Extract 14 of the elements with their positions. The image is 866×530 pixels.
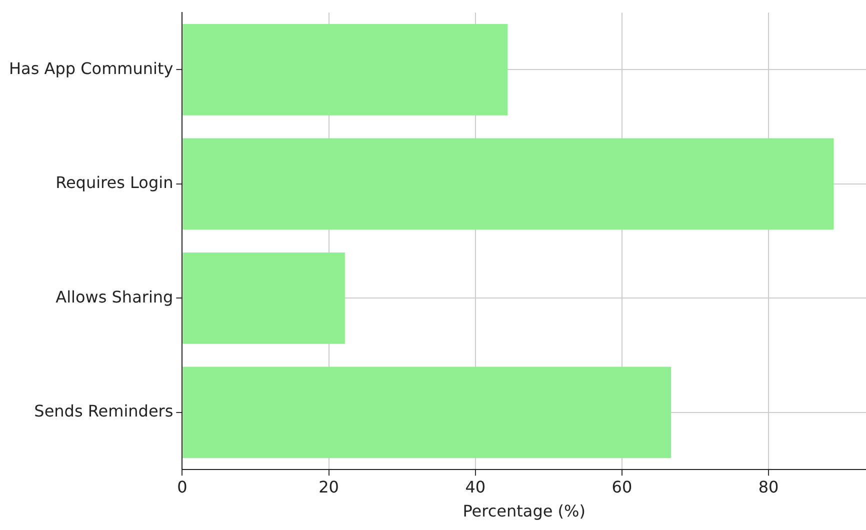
y-tick-label: Has App Community — [9, 58, 174, 78]
y-tick-label: Requires Login — [56, 173, 174, 192]
x-axis-title: Percentage (%) — [462, 502, 586, 521]
x-tick-label: 20 — [318, 477, 339, 496]
bar — [182, 138, 834, 230]
x-tick-label: 0 — [177, 477, 188, 496]
x-tick-label: 60 — [612, 477, 632, 496]
y-tick-label: Sends Reminders — [34, 402, 174, 421]
bar — [182, 366, 672, 458]
y-tick-label: Allows Sharing — [56, 287, 174, 306]
bar — [182, 252, 345, 344]
x-tick-label: 40 — [465, 477, 486, 496]
x-tick-label: 80 — [758, 477, 779, 496]
bar — [182, 24, 508, 116]
